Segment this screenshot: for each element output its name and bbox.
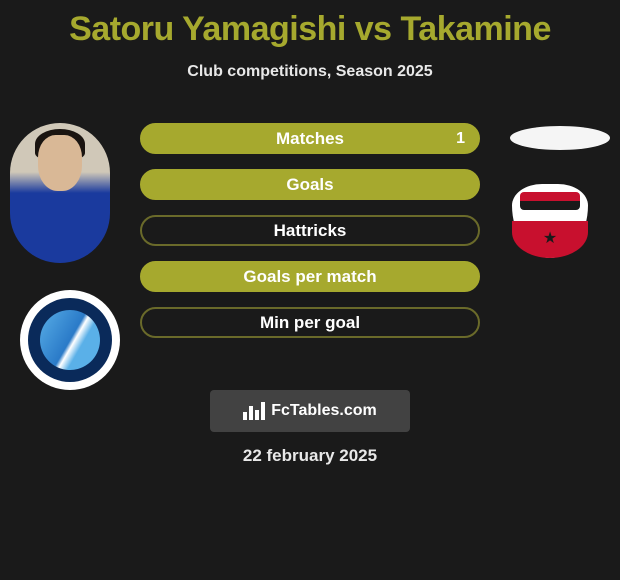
trinita-wave-shape <box>33 303 106 376</box>
stat-value: 1 <box>456 130 465 148</box>
consadole-badge: ★ <box>510 182 590 260</box>
trinita-badge <box>28 298 112 382</box>
stat-row-goals-per-match: Goals per match <box>140 261 480 292</box>
stat-label: Min per goal <box>260 313 360 333</box>
fctables-badge[interactable]: FcTables.com <box>210 390 410 432</box>
stat-label: Matches <box>276 129 344 149</box>
stat-label: Goals <box>286 175 333 195</box>
stat-row-min-per-goal: Min per goal <box>140 307 480 338</box>
stats-list: Matches 1 Goals Hattricks Goals per matc… <box>140 123 480 353</box>
star-icon: ★ <box>543 228 557 248</box>
left-club-logo <box>20 290 120 390</box>
bar-icon-segment <box>255 410 259 420</box>
right-player-placeholder <box>510 126 610 150</box>
subtitle: Club competitions, Season 2025 <box>0 63 620 81</box>
consadole-stripe <box>520 192 581 210</box>
stat-label: Goals per match <box>243 267 376 287</box>
brand-text: FcTables.com <box>271 402 377 420</box>
bar-icon-segment <box>243 412 247 420</box>
left-player-photo <box>10 123 110 263</box>
right-club-logo: ★ <box>500 178 600 263</box>
stat-label: Hattricks <box>274 221 347 241</box>
date-label: 22 february 2025 <box>0 446 620 466</box>
page-title: Satoru Yamagishi vs Takamine <box>0 0 620 49</box>
player-face-shape <box>38 135 82 191</box>
stat-row-hattricks: Hattricks <box>140 215 480 246</box>
bar-icon-segment <box>261 402 265 420</box>
bar-chart-icon <box>243 402 265 420</box>
bar-icon-segment <box>249 406 253 420</box>
stat-row-matches: Matches 1 <box>140 123 480 154</box>
consadole-bottom: ★ <box>512 221 588 258</box>
stat-row-goals: Goals <box>140 169 480 200</box>
